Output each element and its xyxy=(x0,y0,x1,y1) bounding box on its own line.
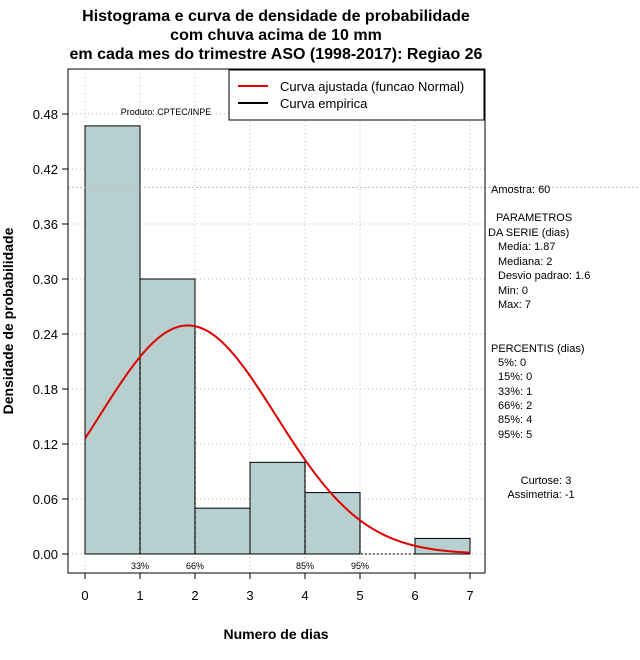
legend-box xyxy=(228,69,485,121)
percentile-marker-label-1: 66% xyxy=(186,561,204,571)
y-tick-label-5: 0.30 xyxy=(33,272,58,287)
histogram-bar-4 xyxy=(304,492,361,555)
x-tick-label-0: 0 xyxy=(81,588,88,603)
x-tick-label-7: 7 xyxy=(466,588,473,603)
legend-label-empirical: Curva empirica xyxy=(280,96,368,111)
y-tick-label-8: 0.48 xyxy=(33,107,58,122)
percentil-66: 66%: 2 xyxy=(498,400,532,412)
percentil-85: 85%: 4 xyxy=(498,414,532,426)
params-title-1: PARAMETROS xyxy=(496,212,572,224)
percentis-title: PERCENTIS (dias) xyxy=(491,343,585,355)
normal-curve xyxy=(84,324,471,554)
x-axis: 0 1 2 3 4 5 6 7 xyxy=(81,572,474,603)
y-axis: 0.00 0.06 0.12 0.18 0.24 0.30 0.36 0.42 0.48 xyxy=(33,107,68,562)
param-media: Media: 1.87 xyxy=(498,241,555,253)
skewness: Assimetria: -1 xyxy=(507,489,574,501)
histogram-bar-0 xyxy=(84,125,141,555)
chart-title-line-1: Histograma e curva de densidade de proba… xyxy=(82,8,470,25)
y-tick-label-4: 0.24 xyxy=(33,327,58,342)
legend: Curva ajustada (funcao Normal) Curva emp… xyxy=(228,69,485,121)
histogram-bar-3 xyxy=(249,461,306,555)
sample-size: Amostra: 60 xyxy=(491,184,550,196)
histogram-bars xyxy=(84,125,471,555)
percentile-marker-label-0: 33% xyxy=(131,561,149,571)
x-tick-label-4: 4 xyxy=(301,588,308,603)
y-tick-label-7: 0.42 xyxy=(33,162,58,177)
percentile-marker-label-2: 85% xyxy=(296,561,314,571)
histogram-bar-1 xyxy=(139,278,196,555)
x-tick-label-5: 5 xyxy=(356,588,363,603)
params-title-2: DA SERIE (dias) xyxy=(488,227,569,239)
percentil-5: 5%: 0 xyxy=(498,357,526,369)
x-axis-title: Numero de dias xyxy=(223,626,328,642)
kurtosis: Curtose: 3 xyxy=(521,475,572,487)
x-tick-label-3: 3 xyxy=(246,588,253,603)
percentil-95: 95%: 5 xyxy=(498,429,532,441)
y-axis-title: Densidade de probabilidade xyxy=(0,227,16,414)
chart-title-line-2: com chuva acima de 10 mm xyxy=(170,27,382,44)
y-tick-label-1: 0.06 xyxy=(33,492,58,507)
chart-title-line-3: em cada mes do trimestre ASO (1998-2017)… xyxy=(70,46,483,63)
param-min: Min: 0 xyxy=(498,285,528,297)
param-mediana: Mediana: 2 xyxy=(498,256,552,268)
percentil-33: 33%: 1 xyxy=(498,386,532,398)
param-desvio: Desvio padrao: 1.6 xyxy=(498,270,590,282)
param-max: Max: 7 xyxy=(498,299,531,311)
normal-curve-line xyxy=(84,324,471,554)
percentile-marker-label-3: 95% xyxy=(351,561,369,571)
percentile-markers: 33% 66% 85% 95% xyxy=(85,326,470,571)
y-tick-label-2: 0.12 xyxy=(33,437,58,452)
legend-label-fit: Curva ajustada (funcao Normal) xyxy=(280,79,464,94)
y-tick-label-6: 0.36 xyxy=(33,217,58,232)
y-tick-label-0: 0.00 xyxy=(33,547,58,562)
x-tick-label-6: 6 xyxy=(411,588,418,603)
x-tick-label-2: 2 xyxy=(191,588,198,603)
side-panel: Amostra: 60 PARAMETROS DA SERIE (dias) M… xyxy=(488,184,590,501)
percentil-15: 15%: 0 xyxy=(498,371,532,383)
histogram-bar-2 xyxy=(194,507,251,555)
y-tick-label-3: 0.18 xyxy=(33,382,58,397)
product-label: Produto: CPTEC/INPE xyxy=(121,107,212,117)
x-tick-label-1: 1 xyxy=(136,588,143,603)
